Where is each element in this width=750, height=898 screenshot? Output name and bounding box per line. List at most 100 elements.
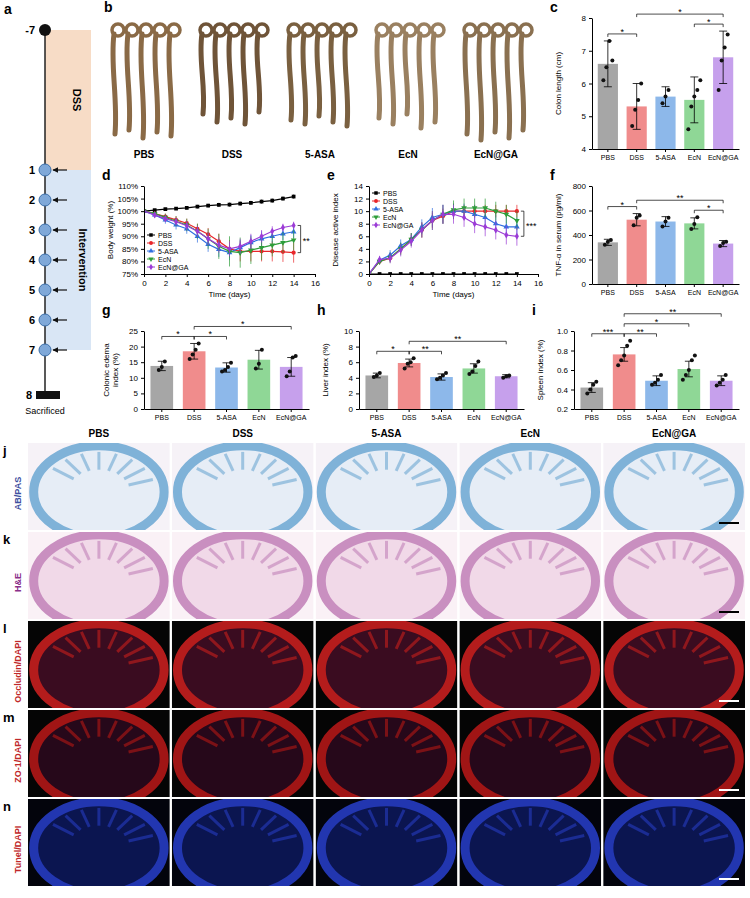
tick-label: 6 xyxy=(349,358,354,367)
error-bar xyxy=(287,358,295,377)
end-label: Sacrificed xyxy=(25,406,65,416)
data-point xyxy=(160,365,164,369)
marker xyxy=(185,206,189,210)
axis-title: Body weight (%) xyxy=(106,201,115,260)
tick-label: 16 xyxy=(311,279,320,288)
marker xyxy=(504,272,508,274)
colon xyxy=(479,34,482,140)
tick-mark xyxy=(589,116,592,117)
error-stem xyxy=(723,31,724,83)
axis-title: TNF-α in serum (pg/ml) xyxy=(554,193,563,276)
colon xyxy=(507,34,510,138)
tick: 5-ASA xyxy=(216,409,237,421)
significance-label: ** xyxy=(669,307,677,317)
error-cap xyxy=(690,76,698,77)
colon-group xyxy=(200,24,268,124)
crypt xyxy=(484,735,505,745)
crypt xyxy=(641,638,656,652)
tick-mark xyxy=(665,284,666,287)
tick: 1.0 xyxy=(557,327,574,336)
crypt xyxy=(268,824,289,834)
data-point xyxy=(659,373,663,377)
tick-mark xyxy=(390,274,391,277)
crypt xyxy=(416,836,440,842)
marker xyxy=(164,207,168,211)
data-point xyxy=(607,39,611,43)
tick-label: 14 xyxy=(290,279,299,288)
tick-label: 800 xyxy=(573,182,587,191)
data-point xyxy=(639,82,643,86)
data-point xyxy=(191,352,195,356)
error-stem xyxy=(258,350,259,369)
crypt xyxy=(699,646,720,656)
marker xyxy=(291,238,297,243)
crypt xyxy=(97,541,100,559)
tick-label: 0 xyxy=(367,279,372,288)
data-point xyxy=(720,59,724,63)
tissue xyxy=(34,713,164,797)
data-point xyxy=(661,101,665,105)
crypt xyxy=(484,468,505,478)
error-bar xyxy=(470,364,478,373)
data-point xyxy=(476,359,480,363)
tick-label: 0 xyxy=(142,279,147,288)
tick-label: 2 xyxy=(388,279,393,288)
crypt xyxy=(209,727,224,741)
marker xyxy=(174,218,178,225)
tick-mark xyxy=(517,274,518,277)
tick-mark xyxy=(141,274,144,275)
crypt xyxy=(385,452,388,470)
chart: g0510152025PBSDSS5-ASAEcNEcN@GA***Coloni… xyxy=(102,302,310,421)
crypt xyxy=(529,630,532,648)
tick-mark xyxy=(141,409,144,410)
crypt xyxy=(385,719,388,737)
tick-mark xyxy=(366,261,369,262)
crypt xyxy=(53,824,74,834)
tick-label: 5-ASA xyxy=(655,154,676,161)
tick: 100% xyxy=(118,207,144,216)
crypt xyxy=(385,541,388,559)
tick-mark xyxy=(141,378,144,379)
marker xyxy=(503,213,509,218)
crypt xyxy=(699,557,720,567)
marker xyxy=(514,219,520,224)
marker xyxy=(270,199,274,203)
chart: h0246810PBSDSS5-ASAEcNEcN@GA*****Liver i… xyxy=(317,302,525,421)
error-bar xyxy=(405,359,413,367)
significance-label: * xyxy=(655,317,659,327)
micrograph xyxy=(28,532,170,619)
crypt xyxy=(53,735,74,745)
tick-mark xyxy=(141,331,144,332)
significance-label: *** xyxy=(603,327,614,337)
column-header: PBS xyxy=(89,428,110,439)
legend: PBSDSS5-ASAEcNEcN@GA xyxy=(372,190,414,229)
tick: 5-ASA xyxy=(431,409,452,421)
tick-mark xyxy=(230,274,231,277)
column-header: EcN xyxy=(521,428,540,439)
tick: 6 xyxy=(582,80,592,89)
tick-mark xyxy=(226,409,227,412)
cecum xyxy=(168,24,180,36)
line xyxy=(144,211,294,252)
tick-mark xyxy=(366,186,369,187)
tick: 4 xyxy=(410,274,415,288)
tick-mark xyxy=(571,331,574,332)
crypt xyxy=(272,747,296,753)
tissue xyxy=(177,802,307,886)
line xyxy=(144,211,294,249)
crypt xyxy=(109,632,117,649)
marker xyxy=(472,206,478,211)
marks xyxy=(598,31,733,149)
axis-title: Liver index (%) xyxy=(321,343,330,397)
data-point xyxy=(689,227,693,231)
crypt xyxy=(197,735,218,745)
error-cap xyxy=(405,366,413,367)
marker xyxy=(483,223,487,230)
day-node xyxy=(39,284,51,296)
crypt xyxy=(369,454,377,471)
legend-label: DSS xyxy=(383,198,398,205)
significance-label: *** xyxy=(526,221,537,231)
panel-label: e xyxy=(327,167,335,183)
crypt xyxy=(81,632,89,649)
x-axis: PBSDSS5-ASAEcNEcN@GA xyxy=(593,149,740,161)
